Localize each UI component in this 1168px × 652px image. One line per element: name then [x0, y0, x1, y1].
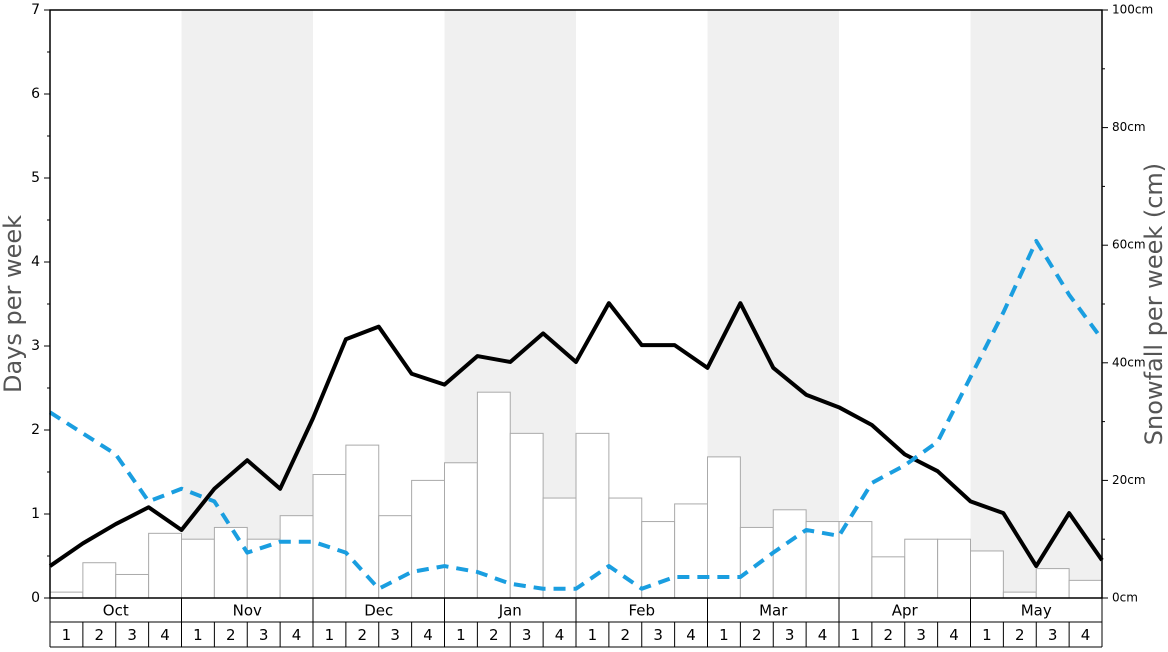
week-label: 4: [949, 626, 959, 644]
bar: [213, 526, 248, 599]
week-label: 1: [719, 626, 729, 644]
y-tick-label: 2: [31, 422, 40, 438]
line: [48, 239, 1104, 591]
y-tick-label: 5: [31, 170, 40, 186]
y-tick-label: 3: [31, 338, 40, 354]
bar: [970, 550, 1004, 599]
week-label: 3: [390, 626, 400, 644]
bar: [871, 556, 906, 599]
line: [48, 301, 1104, 569]
week-label: 1: [193, 626, 203, 644]
month-label: Jan: [498, 602, 522, 620]
bar: [82, 562, 117, 599]
bar: [279, 515, 314, 599]
week-label: 4: [555, 626, 565, 644]
week-label: 3: [785, 626, 795, 644]
y-tick-label: 1: [31, 506, 40, 522]
bar: [476, 391, 511, 599]
week-label: 1: [325, 626, 335, 644]
week-label: 2: [1015, 626, 1025, 644]
week-label: 3: [259, 626, 269, 644]
bar: [542, 497, 577, 599]
bar: [608, 497, 643, 599]
month-label: Oct: [103, 602, 129, 620]
week-label: 3: [916, 626, 926, 644]
week-label: 3: [127, 626, 137, 644]
month-label: Apr: [892, 602, 919, 620]
week-label: 1: [62, 626, 72, 644]
bar: [115, 573, 150, 599]
bar: [937, 538, 971, 599]
bar: [148, 532, 182, 599]
y2-axis-label: Snowfall per week (cm): [1140, 163, 1168, 445]
week-label: 4: [686, 626, 696, 644]
bar: [509, 432, 544, 599]
bar: [1035, 568, 1070, 599]
bar: [838, 521, 873, 599]
week-label: 2: [95, 626, 105, 644]
week-label: 4: [1081, 626, 1091, 644]
bar: [904, 538, 939, 599]
week-label: 3: [653, 626, 663, 644]
month-shade: [181, 10, 313, 598]
y-axis-label: Days per week: [0, 215, 27, 393]
bar: [181, 538, 215, 599]
y2-tick-label: 60cm: [1112, 238, 1146, 252]
week-label: 2: [884, 626, 894, 644]
bar: [444, 462, 478, 599]
y2-tick-label: 0cm: [1112, 591, 1138, 605]
week-label: 2: [621, 626, 631, 644]
week-label: 1: [982, 626, 992, 644]
bar: [312, 474, 347, 599]
month-label: Feb: [628, 602, 655, 620]
month-label: Dec: [364, 602, 393, 620]
month-label: May: [1021, 602, 1052, 620]
week-label: 4: [423, 626, 433, 644]
y-tick-label: 0: [31, 590, 40, 606]
week-label: 4: [160, 626, 170, 644]
bar: [49, 591, 84, 599]
month-shade: [970, 10, 1102, 598]
week-label: 2: [752, 626, 762, 644]
y2-tick-label: 40cm: [1112, 355, 1146, 369]
bar: [411, 479, 445, 599]
bar: [345, 444, 380, 599]
week-label: 1: [588, 626, 598, 644]
week-label: 2: [489, 626, 499, 644]
bar: [575, 432, 610, 599]
week-label: 1: [851, 626, 861, 644]
week-label: 2: [226, 626, 236, 644]
bar: [1068, 579, 1103, 599]
week-label: 3: [1048, 626, 1058, 644]
bar: [1002, 591, 1037, 599]
y2-tick-label: 80cm: [1112, 120, 1146, 134]
bar: [772, 509, 807, 599]
week-label: 1: [456, 626, 466, 644]
y-tick-label: 7: [31, 2, 40, 18]
month-label: Nov: [233, 602, 262, 620]
y2-tick-label: 20cm: [1112, 473, 1146, 487]
month-label: Mar: [759, 602, 788, 620]
y-tick-label: 4: [31, 254, 40, 270]
week-label: 2: [358, 626, 368, 644]
bar: [674, 503, 708, 599]
week-label: 4: [292, 626, 302, 644]
y-tick-label: 6: [31, 86, 40, 102]
y2-tick-label: 100cm: [1112, 3, 1153, 17]
week-label: 3: [522, 626, 532, 644]
week-label: 4: [818, 626, 828, 644]
